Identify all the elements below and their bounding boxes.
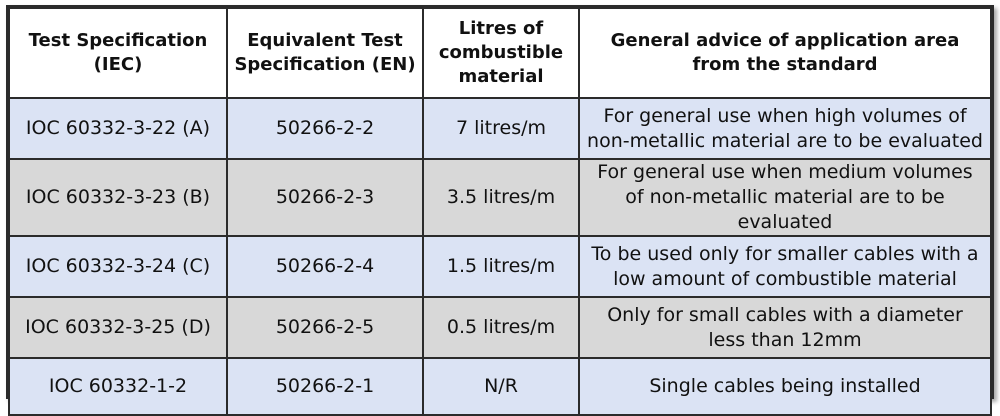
cell-litres: N/R [422,357,580,416]
cell-advice: For general use when high volumes of non… [578,97,992,160]
cell-en: 50266-2-4 [226,235,424,298]
cell-advice: Only for small cables with a diameter le… [578,296,992,359]
cell-litres: 7 litres/m [422,97,580,160]
table-row: IOC 60332-1-2 50266-2-1 N/R Single cable… [8,357,992,416]
table-row: IOC 60332-3-22 (A) 50266-2-2 7 litres/m … [8,97,992,160]
cell-iec: IOC 60332-3-22 (A) [8,97,228,160]
table-row: IOC 60332-3-25 (D) 50266-2-5 0.5 litres/… [8,296,992,359]
cell-iec: IOC 60332-3-23 (B) [8,158,228,237]
cable-fire-test-table: Test Specification (IEC) Equivalent Test… [6,5,994,416]
cell-en: 50266-2-1 [226,357,424,416]
cell-advice: Single cables being installed [578,357,992,416]
header-advice: General advice of application area from … [578,7,992,99]
cell-en: 50266-2-5 [226,296,424,359]
header-row: Test Specification (IEC) Equivalent Test… [8,7,992,99]
cell-litres: 3.5 litres/m [422,158,580,237]
cell-iec: IOC 60332-3-24 (C) [8,235,228,298]
cell-advice: For general use when medium volumes of n… [578,158,992,237]
cell-litres: 0.5 litres/m [422,296,580,359]
header-litres: Litres of combustible material [422,7,580,99]
header-iec: Test Specification (IEC) [8,7,228,99]
spec-table: Test Specification (IEC) Equivalent Test… [8,7,992,416]
cell-litres: 1.5 litres/m [422,235,580,298]
cell-en: 50266-2-3 [226,158,424,237]
table-row: IOC 60332-3-24 (C) 50266-2-4 1.5 litres/… [8,235,992,298]
cell-iec: IOC 60332-3-25 (D) [8,296,228,359]
cell-advice: To be used only for smaller cables with … [578,235,992,298]
table-row: IOC 60332-3-23 (B) 50266-2-3 3.5 litres/… [8,158,992,237]
cell-en: 50266-2-2 [226,97,424,160]
header-en: Equivalent Test Specification (EN) [226,7,424,99]
cell-iec: IOC 60332-1-2 [8,357,228,416]
